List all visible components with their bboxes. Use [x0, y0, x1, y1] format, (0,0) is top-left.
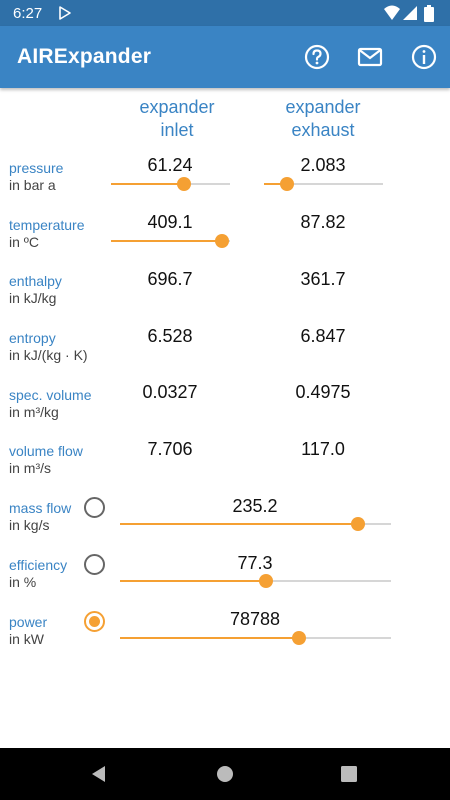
- row-label-entropy: entropy in kJ/(kg · K): [9, 330, 88, 364]
- row-unit: in kJ/(kg · K): [9, 347, 88, 363]
- row-name: volume flow: [9, 443, 83, 459]
- pressure-inlet-slider[interactable]: [111, 176, 230, 192]
- slider-thumb[interactable]: [176, 177, 191, 191]
- navigation-bar: [0, 748, 450, 800]
- row-label-enthalpy: enthalpy in kJ/kg: [9, 273, 62, 307]
- row-unit: in kg/s: [9, 517, 50, 533]
- power-slider[interactable]: [120, 630, 391, 646]
- power-radio[interactable]: [84, 611, 105, 632]
- row-name: pressure: [9, 160, 64, 176]
- info-icon[interactable]: [410, 43, 438, 71]
- back-icon[interactable]: [89, 764, 109, 784]
- recents-icon[interactable]: [339, 764, 359, 784]
- play-store-icon: [59, 6, 71, 20]
- volume-flow-exhaust-value: 117.0: [301, 439, 345, 459]
- pressure-exhaust-value: 2.083: [300, 155, 346, 175]
- mass-flow-radio[interactable]: [84, 497, 105, 518]
- row-label-volume-flow: volume flow in m³/s: [9, 443, 83, 477]
- row-name: mass flow: [9, 500, 72, 516]
- temperature-inlet-slider[interactable]: [111, 233, 230, 249]
- row-unit: in bar a: [9, 177, 56, 193]
- efficiency-radio[interactable]: [84, 554, 105, 575]
- power-value: 78788: [229, 609, 281, 629]
- temperature-inlet-value: 409.1: [147, 212, 193, 232]
- row-unit: in %: [9, 574, 37, 590]
- battery-icon: [424, 5, 434, 22]
- pressure-inlet-value: 61.24: [147, 155, 193, 175]
- status-time: 6:27: [13, 5, 43, 22]
- row-name: temperature: [9, 217, 85, 233]
- app-title: AIRExpander: [17, 45, 152, 68]
- app-bar: AIRExpander: [0, 26, 450, 88]
- slider-thumb[interactable]: [351, 517, 366, 531]
- row-label-pressure: pressure in bar a: [9, 160, 63, 194]
- volume-flow-inlet-value: 7.706: [147, 439, 193, 459]
- home-icon[interactable]: [215, 764, 235, 784]
- column-header-inlet: expander inlet: [139, 97, 215, 140]
- row-unit: in kW: [9, 631, 44, 647]
- row-label-power: power in kW: [9, 614, 47, 648]
- row-name: spec. volume: [9, 387, 92, 403]
- mail-icon[interactable]: [356, 43, 384, 71]
- entropy-inlet-value: 6.528: [147, 326, 193, 346]
- temperature-exhaust-value: 87.82: [300, 212, 346, 232]
- pressure-exhaust-slider[interactable]: [264, 176, 383, 192]
- spec-volume-exhaust-value: 0.4975: [295, 382, 351, 402]
- wifi-icon: [384, 5, 400, 20]
- cell-signal-icon: [403, 6, 417, 20]
- slider-thumb[interactable]: [259, 574, 274, 588]
- column-header-exhaust: expander exhaust: [285, 97, 361, 140]
- enthalpy-inlet-value: 696.7: [147, 269, 193, 289]
- row-unit: in ºC: [9, 234, 40, 250]
- enthalpy-exhaust-value: 361.7: [300, 269, 346, 289]
- row-unit: in kJ/kg: [9, 290, 57, 306]
- row-name: entropy: [9, 330, 56, 346]
- row-label-spec-volume: spec. volume in m³/kg: [9, 387, 91, 421]
- slider-thumb[interactable]: [279, 177, 294, 191]
- mass-flow-value: 235.2: [232, 496, 278, 516]
- row-label-mass-flow: mass flow in kg/s: [9, 500, 71, 534]
- status-bar: 6:27: [0, 0, 450, 26]
- row-unit: in m³/s: [9, 460, 51, 476]
- slider-thumb[interactable]: [214, 234, 229, 248]
- row-label-efficiency: efficiency in %: [9, 557, 67, 591]
- row-name: enthalpy: [9, 273, 62, 289]
- efficiency-slider[interactable]: [120, 573, 391, 589]
- efficiency-value: 77.3: [237, 553, 273, 573]
- row-name: power: [9, 614, 48, 630]
- spec-volume-inlet-value: 0.0327: [142, 382, 198, 402]
- help-icon[interactable]: [303, 43, 331, 71]
- row-name: efficiency: [9, 557, 68, 573]
- mass-flow-slider[interactable]: [120, 516, 391, 532]
- row-label-temperature: temperature in ºC: [9, 217, 84, 251]
- row-unit: in m³/kg: [9, 404, 59, 420]
- entropy-exhaust-value: 6.847: [300, 326, 346, 346]
- slider-thumb[interactable]: [291, 631, 306, 645]
